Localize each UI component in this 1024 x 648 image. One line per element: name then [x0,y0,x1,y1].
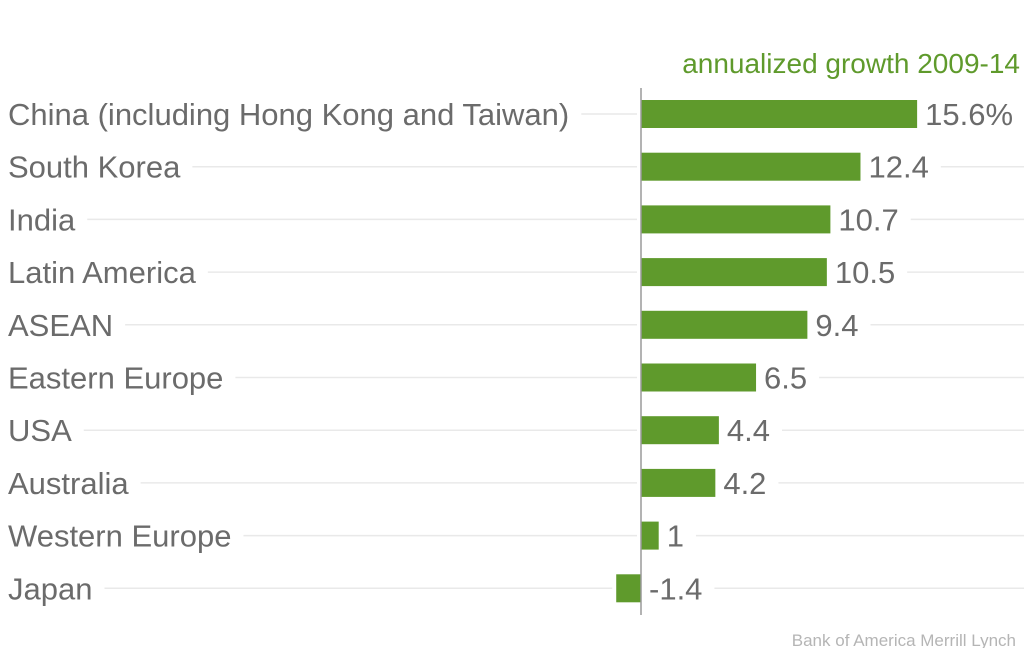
bar [616,574,641,603]
bar [641,152,861,181]
value-labels: 15.6% 12.4 10.7 10.5 9.46.5 4.4 4.2 1 -1.4 [649,97,1013,606]
value-label: 9.4 [815,308,858,343]
bar [641,310,808,339]
bar [641,100,918,128]
value-label: -1.4 [649,571,702,606]
value-label: 15.6% [925,97,1013,132]
bars [616,100,918,603]
bar [641,258,827,287]
category-labels: China (including Hong Kong and Taiwan) So… [8,97,569,606]
bar [641,468,716,497]
category-label: China (including Hong Kong and Taiwan) [8,97,569,132]
value-label: 4.2 [723,466,766,501]
value-label: 10.7 [838,202,898,237]
value-label: 6.5 [764,361,807,396]
value-label: 4.4 [727,413,770,448]
source-note: Bank of America Merrill Lynch [792,631,1016,648]
gridlines [83,113,1024,590]
value-label: 1 [667,519,684,554]
bar [641,416,719,445]
bar [641,521,659,550]
value-label: 12.4 [868,150,928,185]
category-label: South Korea [8,150,181,185]
series-title: annualized growth 2009-14 [682,48,1020,79]
category-label: ASEAN [8,308,113,343]
bar [641,205,831,234]
category-label: USA [8,413,72,448]
category-label: Australia [8,466,129,501]
category-label: Western Europe [8,519,231,554]
category-label: Japan [8,571,92,606]
bar [641,363,757,392]
category-label: Eastern Europe [8,361,223,396]
category-label: Latin America [8,255,197,290]
value-label: 10.5 [835,255,895,290]
category-label: India [8,202,76,237]
